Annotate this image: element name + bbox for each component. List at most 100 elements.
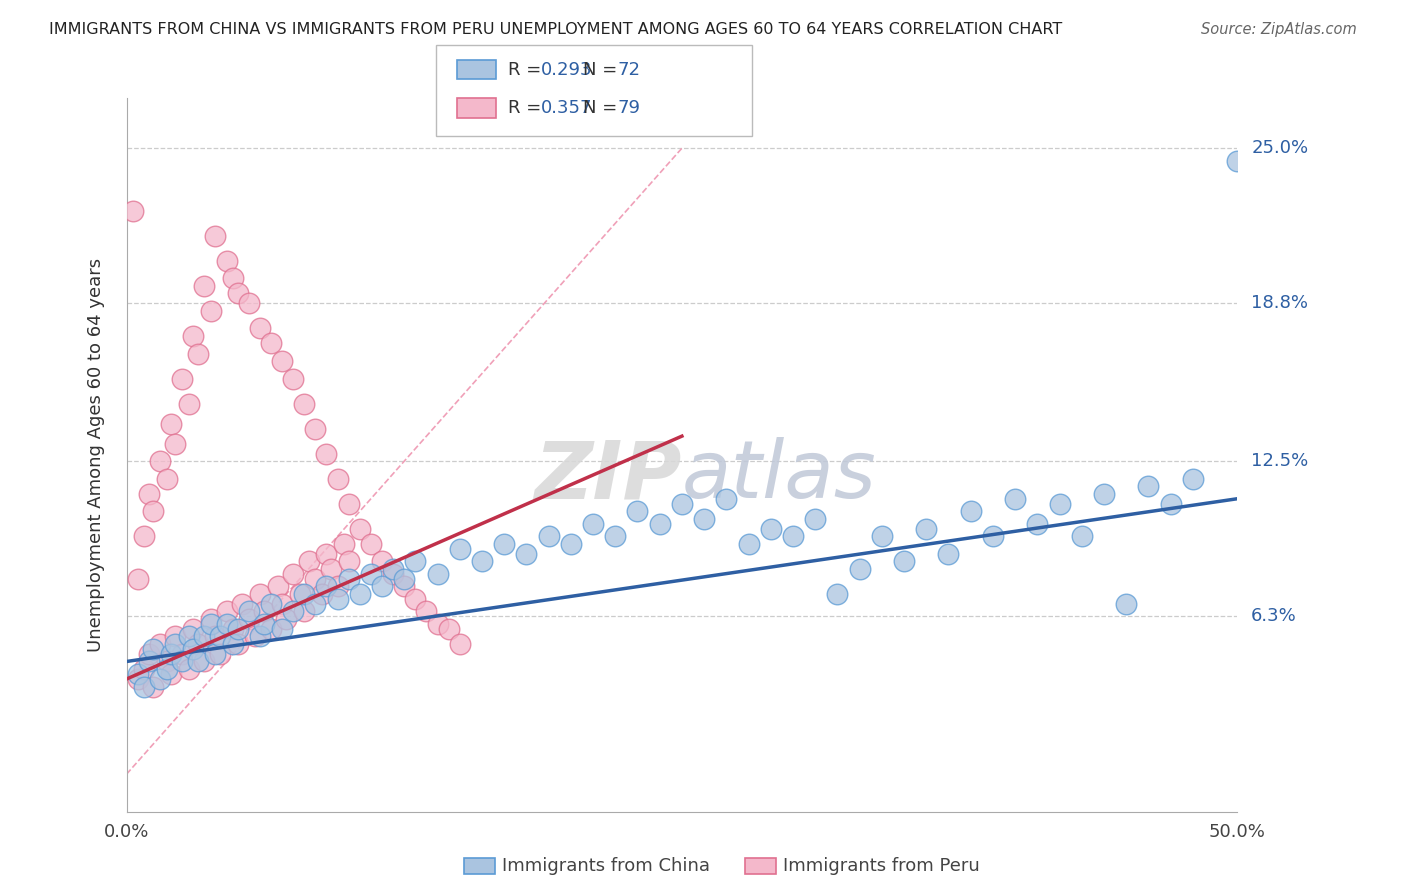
Point <box>360 566 382 581</box>
Point <box>382 566 405 581</box>
Text: R =: R = <box>508 99 547 117</box>
Point <box>648 516 671 531</box>
Point <box>138 647 160 661</box>
Point <box>165 436 187 450</box>
Point <box>204 647 226 661</box>
Point <box>181 329 204 343</box>
Point <box>326 472 349 486</box>
Point <box>981 529 1004 543</box>
Text: Immigrants from China: Immigrants from China <box>502 857 710 875</box>
Point <box>149 454 172 468</box>
Text: Immigrants from Peru: Immigrants from Peru <box>783 857 980 875</box>
Point <box>177 396 200 410</box>
Point <box>122 203 145 218</box>
Point <box>238 296 260 310</box>
Point <box>172 655 194 669</box>
Point <box>238 612 260 626</box>
Point <box>804 512 827 526</box>
Text: atlas: atlas <box>682 437 877 516</box>
Point <box>142 642 165 657</box>
Point <box>187 346 209 360</box>
Point <box>160 417 183 431</box>
Point <box>782 529 804 543</box>
Point <box>1226 153 1249 168</box>
Point <box>127 572 149 586</box>
Text: N =: N = <box>583 61 623 78</box>
Point <box>271 354 294 368</box>
Point <box>292 396 315 410</box>
Point <box>515 547 537 561</box>
Point <box>249 321 271 335</box>
Point <box>249 630 271 644</box>
Point <box>226 286 249 301</box>
Point <box>208 647 231 661</box>
Text: N =: N = <box>583 99 623 117</box>
Point <box>193 630 215 644</box>
Point <box>315 579 337 593</box>
Point <box>238 604 260 618</box>
Point <box>870 529 893 543</box>
Point <box>281 371 304 385</box>
Point <box>276 612 298 626</box>
Point <box>149 637 172 651</box>
Point <box>134 529 156 543</box>
Point <box>281 604 304 618</box>
Point <box>326 591 349 606</box>
Point <box>1160 497 1182 511</box>
Text: 72: 72 <box>617 61 640 78</box>
Point <box>848 562 870 576</box>
Text: 0.357: 0.357 <box>541 99 593 117</box>
Point <box>187 655 209 669</box>
Point <box>177 630 200 644</box>
Point <box>437 622 460 636</box>
Point <box>1070 529 1092 543</box>
Point <box>253 604 276 618</box>
Point <box>142 680 165 694</box>
Point <box>134 662 156 676</box>
Point <box>1181 472 1204 486</box>
Point <box>426 566 449 581</box>
Point <box>304 422 326 436</box>
Point <box>181 642 204 657</box>
Point <box>292 587 315 601</box>
Point <box>693 512 716 526</box>
Text: 79: 79 <box>617 99 640 117</box>
Y-axis label: Unemployment Among Ages 60 to 64 years: Unemployment Among Ages 60 to 64 years <box>87 258 105 652</box>
Point <box>938 547 960 561</box>
Point <box>134 680 156 694</box>
Point <box>288 587 311 601</box>
Point <box>165 637 187 651</box>
Point <box>1092 487 1115 501</box>
Text: Source: ZipAtlas.com: Source: ZipAtlas.com <box>1201 22 1357 37</box>
Point <box>249 587 271 601</box>
Point <box>304 572 326 586</box>
Text: R =: R = <box>508 61 547 78</box>
Text: IMMIGRANTS FROM CHINA VS IMMIGRANTS FROM PERU UNEMPLOYMENT AMONG AGES 60 TO 64 Y: IMMIGRANTS FROM CHINA VS IMMIGRANTS FROM… <box>49 22 1063 37</box>
Point <box>127 672 149 686</box>
Point <box>959 504 981 518</box>
Text: 6.3%: 6.3% <box>1251 607 1296 625</box>
Point <box>382 562 405 576</box>
Point <box>155 662 177 676</box>
Point <box>471 554 494 568</box>
Point <box>193 655 215 669</box>
Point <box>253 616 276 631</box>
Point <box>560 537 582 551</box>
Point <box>155 472 177 486</box>
Point <box>149 672 172 686</box>
Point <box>337 554 360 568</box>
Text: ZIP: ZIP <box>534 437 682 516</box>
Text: 12.5%: 12.5% <box>1251 452 1309 470</box>
Text: 18.8%: 18.8% <box>1251 294 1308 312</box>
Point <box>1026 516 1049 531</box>
Point <box>626 504 648 518</box>
Point <box>915 522 938 536</box>
Point <box>371 554 394 568</box>
Point <box>138 487 160 501</box>
Point <box>394 579 416 593</box>
Text: 0.293: 0.293 <box>541 61 593 78</box>
Point <box>315 447 337 461</box>
Point <box>222 271 245 285</box>
Point <box>311 587 333 601</box>
Point <box>204 630 226 644</box>
